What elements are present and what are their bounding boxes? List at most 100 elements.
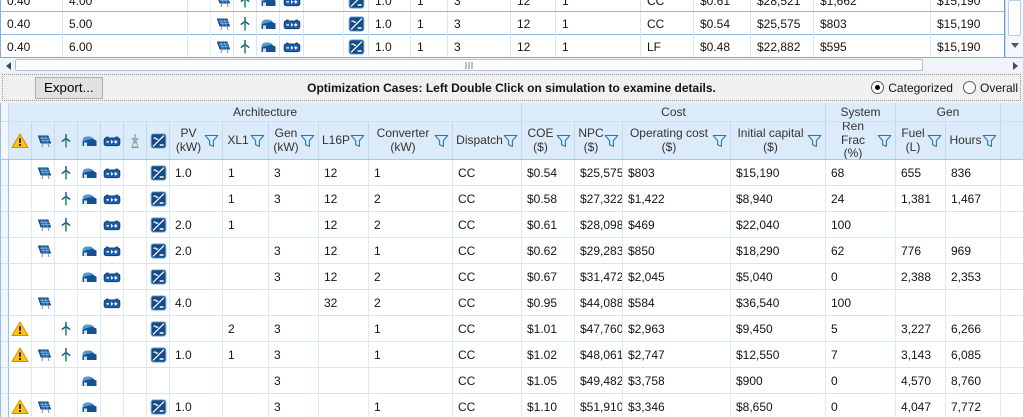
pv-panel-icon xyxy=(213,0,231,9)
cell-fuel: 776 xyxy=(896,238,946,264)
cell-dispatch: LF xyxy=(641,35,694,57)
cell-wind xyxy=(55,186,78,212)
filter-icon[interactable] xyxy=(350,134,365,148)
cell-gen xyxy=(78,264,101,290)
filter-icon[interactable] xyxy=(927,134,942,148)
optimization-row[interactable]: 1.0 1 3 1 CC $1.02 $48,061 $2,747 $12,550 7 3,143 6… xyxy=(1,342,1023,368)
column-wind[interactable] xyxy=(55,122,78,160)
cell-warn xyxy=(9,342,32,368)
cell-op_cost: $2,045 xyxy=(623,264,731,290)
cell-wind xyxy=(55,264,78,290)
filter-icon[interactable] xyxy=(712,134,727,148)
column-dispatch[interactable]: Dispatch xyxy=(453,122,522,160)
sensitivity-row[interactable]: 0.40 4.00 1.0 1 3 12 1 CC $0.61 $28,521 $1,662 $15,… xyxy=(1,0,1004,12)
column-converter[interactable] xyxy=(147,122,170,160)
filter-icon[interactable] xyxy=(982,134,997,148)
optimization-row[interactable]: 2.0 1 12 2 CC $0.61 $28,098 $469 $22,040 100 xyxy=(1,212,1023,238)
column-l16p[interactable]: L16P xyxy=(319,122,369,160)
column-coe[interactable]: COE ($) xyxy=(522,122,575,160)
column-npc[interactable]: NPC ($) xyxy=(575,122,623,160)
cell-blank xyxy=(304,35,344,57)
cell-init_cap: $5,040 xyxy=(731,264,826,290)
cell-conv_kw: 1 xyxy=(369,238,453,264)
cell-xl1: 2 xyxy=(223,316,269,342)
filter-icon[interactable] xyxy=(250,134,265,148)
sensitivity-row[interactable]: 0.40 6.00 1.0 1 3 12 1 LF $0.48 $22,882 $595 $15,19… xyxy=(1,35,1004,57)
optimization-row[interactable]: 1 3 12 2 CC $0.58 $27,322 $1,422 $8,940 24 1,381 1,… xyxy=(1,186,1023,212)
cell-conv_kw: 2 xyxy=(369,290,453,316)
column-pv-kw[interactable]: PV (kW) xyxy=(170,122,223,160)
cell-xl1: 1 xyxy=(223,342,269,368)
sensitivity-row[interactable]: 0.40 5.00 1.0 1 3 12 1 CC $0.54 $25,575 $803 $15,19… xyxy=(1,12,1004,35)
cell-op_cost: $850 xyxy=(623,238,731,264)
cell-op_cost: $469 xyxy=(623,212,731,238)
toolbar-box: Export... Optimization Cases: Left Doubl… xyxy=(2,74,1021,101)
optimization-row[interactable]: 3 12 2 CC $0.67 $31,472 $2,045 $5,040 0 2,388 2,35… xyxy=(1,264,1023,290)
column-gen-kw[interactable]: Gen (kW) xyxy=(269,122,319,160)
filter-icon[interactable] xyxy=(556,134,571,148)
cell-wind xyxy=(234,0,257,11)
vertical-scrollbar[interactable] xyxy=(1005,0,1023,57)
filter-icon[interactable] xyxy=(604,134,619,148)
optimization-row[interactable]: 1.0 3 1 CC $1.10 $51,910 $3,346 $8,650 0 4,047 7,7… xyxy=(1,394,1023,417)
scroll-right-button[interactable] xyxy=(1008,59,1022,72)
cell-xl1 xyxy=(223,368,269,394)
scroll-left-button[interactable] xyxy=(1,59,15,72)
cell-op_cost: $595 xyxy=(814,35,931,57)
cell-blank xyxy=(188,35,211,57)
cell-gen_kw: 3 xyxy=(269,186,319,212)
row-selector xyxy=(1,264,9,290)
radio-overall[interactable] xyxy=(962,81,976,94)
filter-icon[interactable] xyxy=(503,134,518,148)
filter-icon[interactable] xyxy=(434,134,449,148)
column-grid[interactable] xyxy=(124,122,147,160)
column-ren-frac[interactable]: Ren Frac (%) xyxy=(826,122,896,160)
cell-warn xyxy=(9,290,32,316)
cell-coe: $1.01 xyxy=(522,316,575,342)
optimization-row[interactable]: 4.0 32 2 CC $0.95 $44,088 $584 $36,540 100 xyxy=(1,290,1023,316)
cell-conv xyxy=(344,35,369,57)
column-battery[interactable] xyxy=(101,122,124,160)
warning-icon xyxy=(11,347,29,363)
vertical-scrollbar-thumb[interactable] xyxy=(1008,0,1021,36)
filter-icon[interactable] xyxy=(204,134,219,148)
column-xl1[interactable]: XL1 xyxy=(223,122,269,160)
converter-icon xyxy=(348,15,365,32)
horizontal-scrollbar[interactable] xyxy=(0,57,1023,72)
column-hours[interactable]: Hours xyxy=(946,122,1001,160)
column-fuel[interactable]: Fuel (L) xyxy=(896,122,946,160)
optimization-row[interactable]: 3 CC $1.05 $49,482 $3,758 $900 0 4,570 8,760 xyxy=(1,368,1023,394)
optimization-row[interactable]: 2.0 3 12 1 CC $0.62 $29,283 $850 $18,290 62 776 969 xyxy=(1,238,1023,264)
battery-icon xyxy=(103,191,121,207)
cell-wind xyxy=(55,212,78,238)
cell-pv_kw xyxy=(170,316,223,342)
export-button[interactable]: Export... xyxy=(35,76,103,99)
cell-blank xyxy=(1001,290,1023,316)
optimization-row[interactable]: 1.0 1 3 12 1 CC $0.54 $25,575 $803 $15,190 68 655 83… xyxy=(1,160,1023,186)
column-operating-cost[interactable]: Operating cost ($) xyxy=(623,122,731,160)
cell-gen_kw: 3 xyxy=(269,238,319,264)
cell-hours: 7,772 xyxy=(946,394,1001,417)
filter-icon[interactable] xyxy=(300,134,315,148)
cell-blank xyxy=(188,0,211,11)
horizontal-scrollbar-thumb[interactable] xyxy=(15,59,923,71)
column-warning[interactable] xyxy=(9,122,32,160)
arrow-right-icon xyxy=(1012,61,1018,70)
cell-conv xyxy=(147,316,170,342)
cell-batt xyxy=(101,316,124,342)
radio-categorized[interactable] xyxy=(871,81,885,94)
scroll-down-button[interactable] xyxy=(1006,38,1023,52)
converter-icon xyxy=(348,38,365,55)
cell-grid xyxy=(124,394,147,417)
cell-npc: $28,098 xyxy=(575,212,623,238)
scrollbar-grip-icon xyxy=(465,62,473,69)
filter-icon[interactable] xyxy=(877,134,892,148)
column-pv[interactable] xyxy=(32,122,55,160)
column-initial-capital[interactable]: Initial capital ($) xyxy=(731,122,826,160)
optimization-row[interactable]: 2 3 1 CC $1.01 $47,760 $2,963 $9,450 5 3,227 6,266 xyxy=(1,316,1023,342)
column-converter-kw[interactable]: Converter (kW) xyxy=(369,122,453,160)
column-generator[interactable] xyxy=(78,122,101,160)
warning-icon xyxy=(11,133,29,149)
cell-pv_kw: 2.0 xyxy=(170,212,223,238)
filter-icon[interactable] xyxy=(807,134,822,148)
